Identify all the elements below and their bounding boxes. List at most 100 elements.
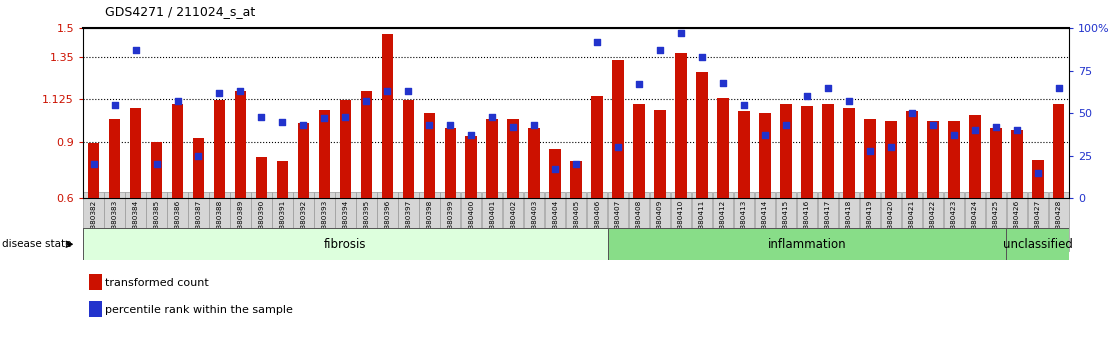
Point: [483, 114, 501, 120]
Text: transformed count: transformed count: [105, 278, 209, 287]
Point: [1050, 85, 1068, 91]
Point: [525, 122, 543, 128]
Text: fibrosis: fibrosis: [325, 238, 367, 251]
Point: [400, 88, 418, 94]
Bar: [991, 129, 1002, 198]
Bar: [402, 100, 414, 198]
Text: unclassified: unclassified: [1003, 238, 1073, 251]
Point: [337, 114, 355, 120]
Point: [420, 122, 438, 128]
Point: [84, 161, 102, 167]
Point: [274, 119, 291, 125]
Point: [295, 122, 312, 128]
Point: [567, 161, 585, 167]
Bar: [675, 53, 687, 198]
Bar: [864, 119, 875, 198]
Bar: [256, 157, 267, 198]
Bar: [759, 113, 771, 198]
Bar: [550, 149, 561, 198]
Bar: [423, 113, 435, 198]
Bar: [172, 104, 183, 198]
Point: [945, 132, 963, 138]
Point: [819, 85, 837, 91]
Point: [609, 144, 627, 150]
Bar: [319, 109, 330, 198]
Point: [168, 98, 186, 104]
Bar: [360, 91, 372, 198]
Bar: [885, 121, 896, 198]
Point: [924, 122, 942, 128]
Point: [147, 161, 165, 167]
Bar: [801, 106, 813, 198]
Point: [232, 88, 249, 94]
Bar: [948, 121, 960, 198]
Point: [546, 166, 564, 172]
Point: [441, 122, 459, 128]
Bar: [89, 274, 102, 290]
Point: [903, 110, 921, 116]
Bar: [277, 161, 288, 198]
Bar: [592, 96, 603, 198]
Bar: [906, 112, 917, 198]
Point: [966, 127, 984, 133]
Bar: [381, 34, 393, 198]
Point: [126, 47, 144, 53]
Point: [1029, 170, 1047, 176]
Bar: [607, 228, 1006, 260]
Bar: [507, 119, 519, 198]
Point: [798, 93, 815, 99]
Bar: [1006, 228, 1069, 260]
Bar: [88, 143, 100, 198]
Bar: [634, 104, 645, 198]
Point: [379, 88, 397, 94]
Text: GDS4271 / 211024_s_at: GDS4271 / 211024_s_at: [105, 5, 256, 18]
Point: [652, 47, 669, 53]
Point: [588, 39, 606, 45]
Bar: [339, 100, 351, 198]
Point: [987, 124, 1005, 130]
Point: [105, 102, 123, 108]
Bar: [444, 129, 456, 198]
Point: [316, 115, 334, 121]
Bar: [1053, 104, 1065, 198]
Point: [861, 148, 879, 154]
Bar: [465, 136, 478, 198]
Point: [253, 114, 270, 120]
Bar: [235, 91, 246, 198]
Bar: [529, 129, 540, 198]
Point: [211, 90, 228, 96]
Bar: [655, 109, 666, 198]
Point: [882, 144, 900, 150]
Text: disease state: disease state: [2, 239, 71, 249]
Point: [504, 124, 522, 130]
Bar: [613, 61, 624, 198]
Bar: [1010, 130, 1023, 198]
Point: [1008, 127, 1026, 133]
Bar: [83, 228, 607, 260]
Bar: [822, 104, 833, 198]
Bar: [109, 119, 121, 198]
Bar: [486, 119, 497, 198]
Point: [840, 98, 858, 104]
Point: [694, 55, 711, 60]
Point: [756, 132, 773, 138]
Bar: [696, 72, 708, 198]
Bar: [717, 98, 729, 198]
Bar: [89, 301, 102, 317]
Bar: [193, 138, 204, 198]
Point: [777, 122, 794, 128]
Bar: [1032, 160, 1044, 198]
Point: [715, 80, 732, 86]
Point: [630, 81, 648, 87]
Point: [189, 153, 207, 159]
Bar: [927, 121, 938, 198]
Text: percentile rank within the sample: percentile rank within the sample: [105, 305, 294, 315]
Text: inflammation: inflammation: [768, 238, 847, 251]
Point: [735, 102, 752, 108]
Point: [358, 98, 376, 104]
Bar: [298, 123, 309, 198]
Bar: [214, 100, 225, 198]
Bar: [571, 161, 582, 198]
Point: [673, 30, 690, 36]
Bar: [843, 108, 854, 198]
